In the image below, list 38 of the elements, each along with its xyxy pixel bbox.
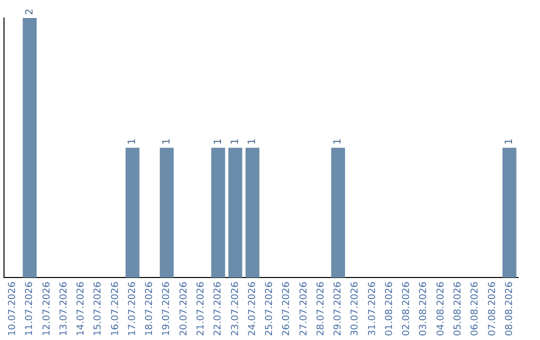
x-tick-label: 16.07.2026 [110,282,121,336]
x-tick-label: 26.07.2026 [281,282,292,336]
x-tick-label: 21.07.2026 [196,282,206,336]
data-label: 1 [247,138,258,145]
data-label: 1 [504,138,516,145]
x-tick-label: 13.07.2026 [58,282,70,336]
x-tick-label: 04.08.2026 [435,282,446,336]
x-tick-label: 22.07.2026 [212,282,224,336]
x-tick-label: 05.08.2026 [452,282,464,336]
x-tick-label: 25.07.2026 [264,282,276,336]
data-label: 1 [212,138,224,145]
x-tick-label: 03.08.2026 [418,282,430,336]
x-tick-label: 31.07.2026 [366,282,378,336]
x-tick-label: 01.08.2026 [384,282,395,336]
x-tick-label: 28.07.2026 [315,282,326,336]
x-tick-label: 14.07.2026 [76,282,87,336]
x-tick-label: 19.07.2026 [161,282,172,336]
data-label: 1 [230,138,241,145]
data-label: 1 [127,138,138,145]
x-tick-label: 15.07.2026 [92,282,104,336]
data-label: 1 [161,138,172,145]
data-label: 1 [332,138,344,145]
x-tick-label: 17.07.2026 [126,282,138,336]
x-tick-label: 07.08.2026 [486,282,498,336]
x-tick-label: 20.07.2026 [178,282,190,336]
data-label: 2 [24,8,36,15]
x-tick-label: 10.07.2026 [7,282,18,336]
x-tick-label: 12.07.2026 [41,282,52,336]
x-tick-label: 06.08.2026 [470,282,481,336]
x-tick-label: 11.07.2026 [24,282,36,336]
x-tick-label: 27.07.2026 [298,282,310,336]
x-tick-label: 29.07.2026 [332,282,344,336]
x-tick-label: 08.08.2026 [504,282,515,336]
x-tick-label: 18.07.2026 [144,282,156,336]
x-tick-label: 24.07.2026 [246,282,258,336]
x-tick-label: 02.08.2026 [401,282,412,336]
x-tick-label: 30.07.2026 [350,282,361,336]
x-tick-label: 23.07.2026 [230,282,241,336]
